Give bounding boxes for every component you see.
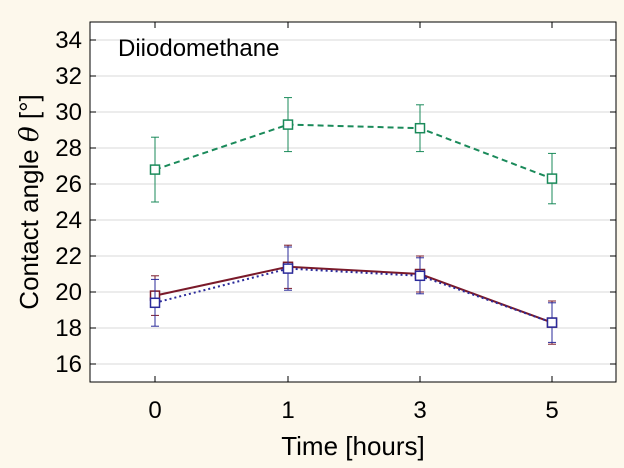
data-point xyxy=(414,270,426,282)
y-tick-label: 22 xyxy=(55,243,82,270)
data-point xyxy=(414,122,426,134)
y-tick-label: 16 xyxy=(55,351,82,378)
data-point xyxy=(282,119,294,130)
data-point xyxy=(546,173,558,184)
plot-area xyxy=(89,21,617,383)
y-tick-label: 24 xyxy=(55,207,82,234)
data-point xyxy=(149,297,161,309)
series-1 xyxy=(149,97,558,205)
series-line xyxy=(154,265,553,324)
data-point xyxy=(282,263,294,274)
y-tick-label: 20 xyxy=(55,279,82,306)
y-tick-label: 34 xyxy=(55,27,82,54)
y-tick-label: 30 xyxy=(55,99,82,126)
x-tick-label: 3 xyxy=(413,397,426,424)
chart-annotation: Diiodomethane xyxy=(118,35,279,62)
y-tick-label: 18 xyxy=(55,315,82,342)
y-tick-label: 32 xyxy=(55,63,82,90)
x-tick-label: 1 xyxy=(281,397,294,424)
series-3 xyxy=(149,246,558,343)
data-point xyxy=(149,164,161,175)
x-axis-ticks: 0 1 3 5 xyxy=(148,22,559,424)
data-point xyxy=(546,317,558,328)
series-group xyxy=(149,97,558,345)
x-tick-label: 5 xyxy=(545,397,558,424)
y-axis-title-symbol: θ xyxy=(15,126,45,142)
x-tick-label: 0 xyxy=(148,397,161,424)
y-axis-title: Contact angle θ [°] xyxy=(14,94,45,309)
y-axis-title-suffix: [°] xyxy=(14,94,44,126)
x-axis-title: Time [hours] xyxy=(281,431,425,461)
y-axis-ticks: 16 18 20 22 24 26 28 30 32 34 xyxy=(55,27,616,378)
gridlines xyxy=(90,39,616,365)
y-tick-label: 28 xyxy=(55,135,82,162)
y-axis-title-prefix: Contact angle xyxy=(14,142,44,310)
y-tick-label: 26 xyxy=(55,171,82,198)
series-line xyxy=(154,123,553,180)
